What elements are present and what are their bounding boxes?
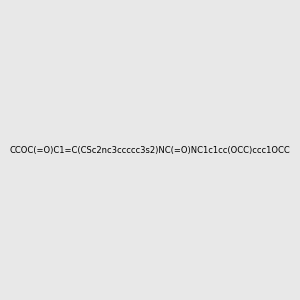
- Text: CCOC(=O)C1=C(CSc2nc3ccccc3s2)NC(=O)NC1c1cc(OCC)ccc1OCC: CCOC(=O)C1=C(CSc2nc3ccccc3s2)NC(=O)NC1c1…: [10, 146, 290, 154]
